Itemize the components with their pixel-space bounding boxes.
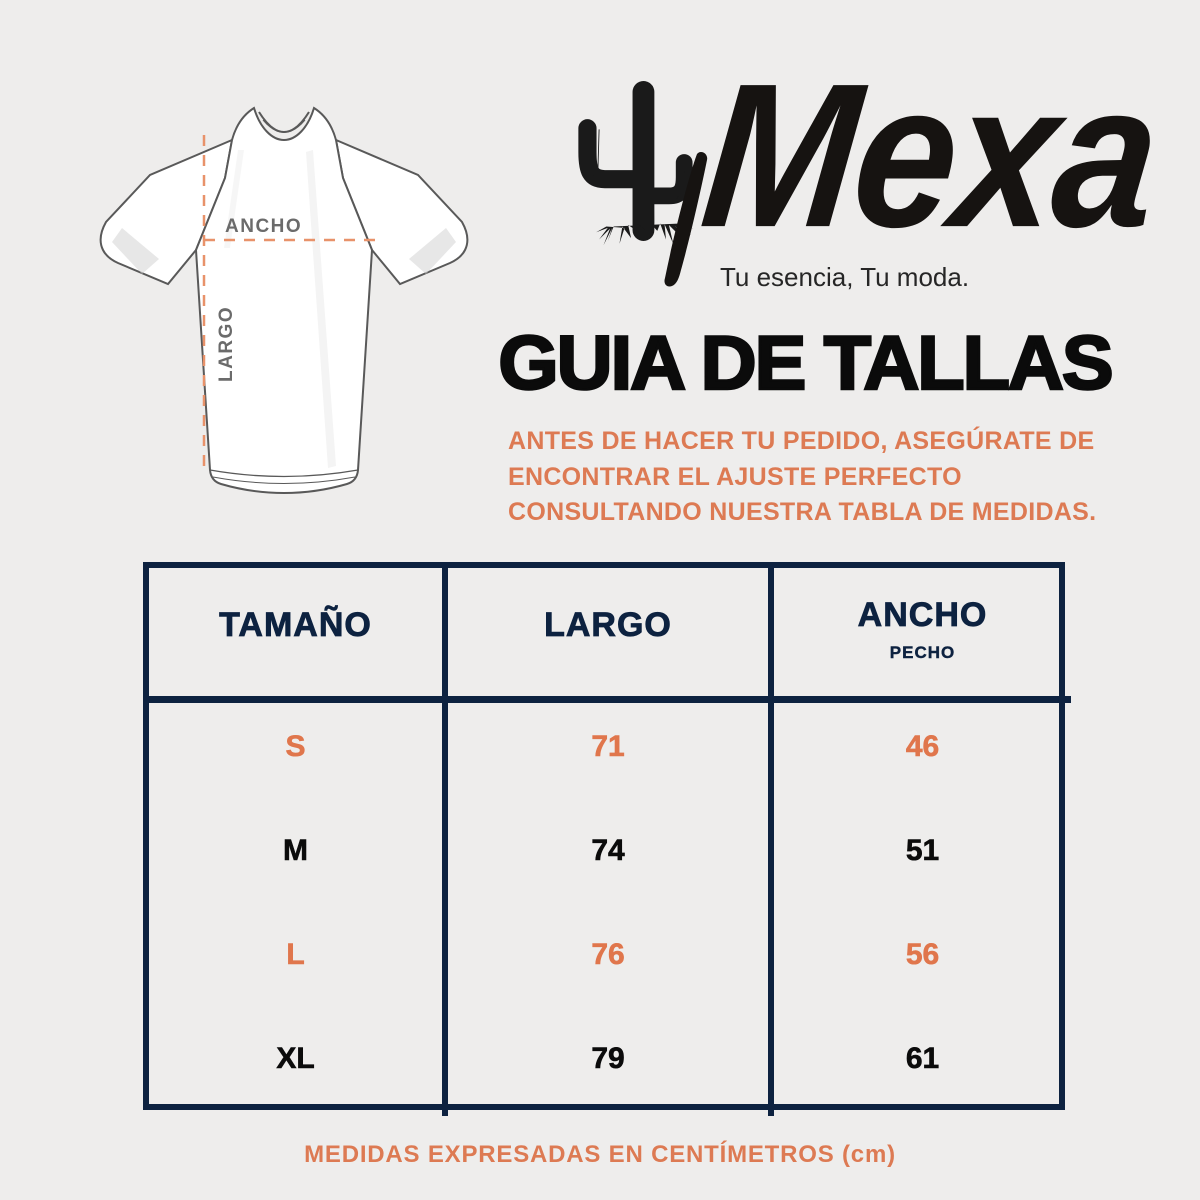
- svg-text:ANCHO: ANCHO: [225, 216, 302, 237]
- svg-text:LARGO: LARGO: [216, 306, 237, 382]
